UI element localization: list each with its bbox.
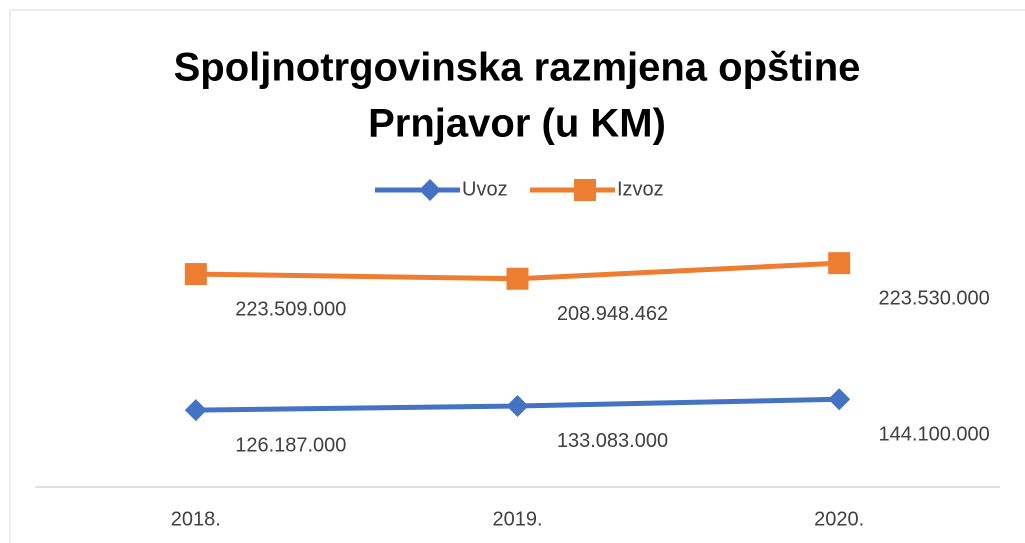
x-tick-label: 2018. bbox=[171, 508, 221, 530]
marker bbox=[506, 267, 529, 290]
chart-title: Spoljnotrgovinska razmjena opštine bbox=[174, 46, 861, 90]
data-label: 126.187.000 bbox=[235, 434, 346, 456]
marker bbox=[574, 179, 596, 201]
marker bbox=[506, 394, 529, 417]
data-label: 133.083.000 bbox=[557, 430, 668, 452]
marker bbox=[828, 252, 851, 275]
chart-title: Prnjavor (u KM) bbox=[368, 102, 666, 146]
marker bbox=[184, 399, 207, 422]
marker bbox=[828, 388, 851, 411]
legend-label: Uvoz bbox=[462, 178, 508, 200]
x-tick-label: 2020. bbox=[814, 508, 864, 530]
marker bbox=[419, 179, 441, 201]
data-label: 144.100.000 bbox=[879, 424, 990, 446]
data-label: 223.509.000 bbox=[235, 298, 346, 320]
x-tick-label: 2019. bbox=[492, 508, 542, 530]
data-label: 208.948.462 bbox=[557, 303, 668, 325]
marker bbox=[184, 263, 207, 286]
legend-label: Izvoz bbox=[617, 178, 664, 200]
data-label: 223.530.000 bbox=[879, 287, 990, 309]
